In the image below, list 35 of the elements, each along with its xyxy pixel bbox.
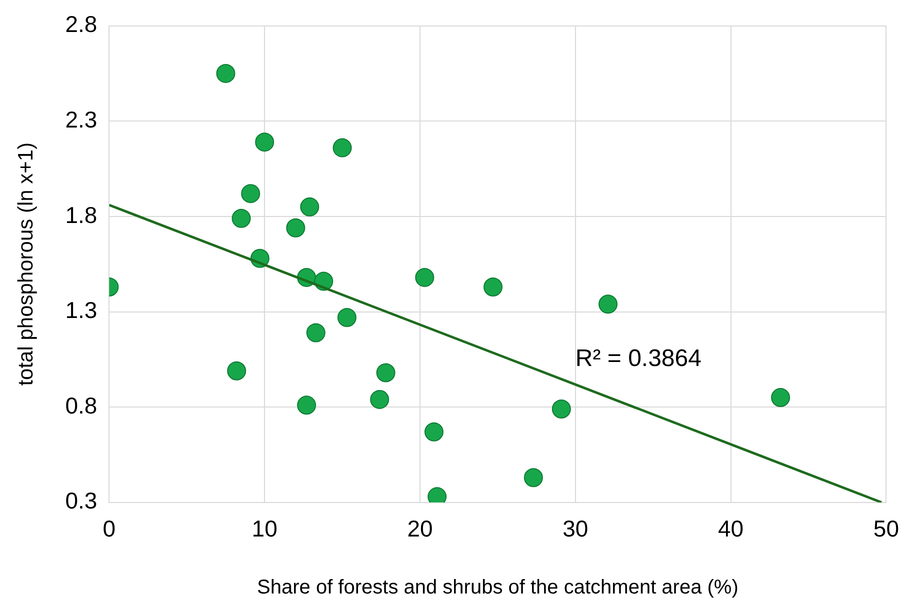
- point: [524, 468, 543, 488]
- y-axis-title: total phosphorous (ln x+1): [14, 142, 38, 386]
- point: [241, 184, 260, 204]
- point: [771, 388, 790, 408]
- y-tick-label: 0.3: [65, 488, 98, 514]
- point: [232, 208, 251, 228]
- point: [484, 277, 503, 296]
- point: [337, 308, 356, 327]
- point: [415, 268, 434, 287]
- x-tick-label: 30: [562, 516, 588, 542]
- point: [255, 132, 274, 152]
- x-tick-label: 10: [252, 516, 278, 542]
- point: [424, 422, 444, 442]
- x-tick-label: 50: [873, 516, 900, 542]
- point: [370, 390, 390, 409]
- y-tick-label: 2.3: [65, 106, 98, 132]
- point: [300, 197, 320, 216]
- point: [598, 294, 618, 314]
- x-axis-title: Share of forests and shrubs of the catchment area (%): [257, 576, 738, 599]
- x-tick-label: 40: [718, 516, 744, 542]
- point: [227, 361, 246, 380]
- annotation: R² = 0.3864: [575, 345, 702, 372]
- x-tick-label: 20: [407, 516, 433, 542]
- point: [332, 138, 352, 158]
- point: [286, 218, 306, 238]
- y-tick-label: 1.3: [65, 297, 98, 324]
- point: [297, 396, 316, 415]
- point: [552, 399, 571, 418]
- point: [306, 323, 326, 342]
- point: [376, 363, 396, 382]
- y-tick-label: 0.8: [65, 392, 98, 418]
- y-tick-label: 1.8: [65, 202, 98, 228]
- x-tick-label: 0: [102, 516, 116, 542]
- point: [216, 64, 236, 83]
- y-tick-label: 2.8: [65, 11, 98, 38]
